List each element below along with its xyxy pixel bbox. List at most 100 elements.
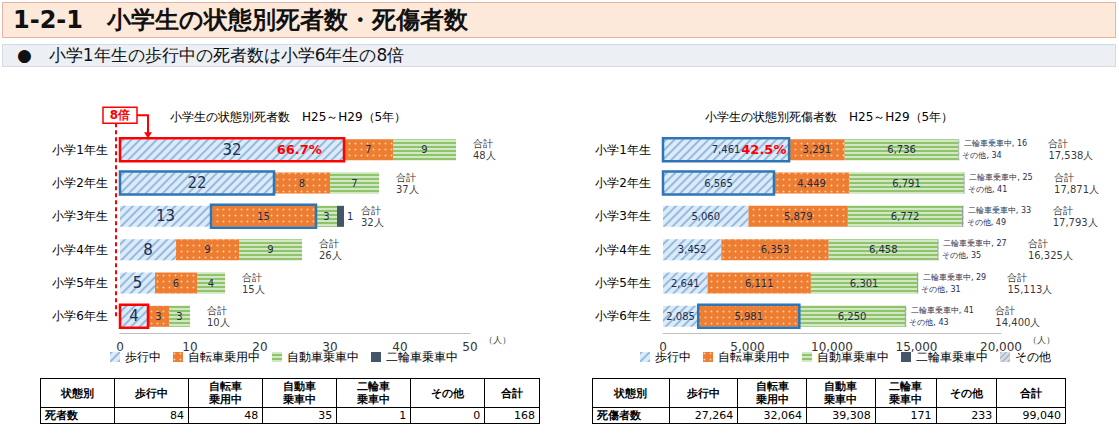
svg-text:歩行中: 歩行中 — [655, 350, 691, 364]
svg-text:小学4年生: 小学4年生 — [595, 243, 651, 257]
svg-text:（人）: （人） — [1028, 335, 1055, 345]
svg-text:5,981: 5,981 — [734, 311, 763, 322]
svg-text:合計: 合計 — [207, 305, 227, 316]
svg-text:9: 9 — [267, 244, 273, 255]
svg-text:7: 7 — [351, 178, 357, 189]
svg-text:15人: 15人 — [242, 284, 265, 295]
svg-text:6,458: 6,458 — [869, 244, 898, 255]
svg-text:17,538人: 17,538人 — [1048, 150, 1093, 161]
svg-text:3: 3 — [176, 311, 182, 322]
svg-text:8: 8 — [299, 178, 305, 189]
svg-text:4,449: 4,449 — [797, 178, 826, 189]
svg-text:32: 32 — [222, 141, 241, 159]
svg-text:小学5年生: 小学5年生 — [52, 276, 108, 290]
svg-text:二輪車乗車中, 27: 二輪車乗車中, 27 — [943, 239, 1006, 248]
svg-text:合計: 合計 — [319, 238, 339, 249]
svg-text:合計: 合計 — [361, 205, 381, 216]
svg-text:13: 13 — [156, 207, 175, 225]
svg-text:48人: 48人 — [473, 150, 496, 161]
svg-text:歩行中: 歩行中 — [125, 350, 161, 364]
svg-text:その他, 41: その他, 41 — [968, 185, 1007, 194]
svg-text:1: 1 — [347, 211, 353, 222]
svg-text:二輪車乗車中: 二輪車乗車中 — [386, 350, 458, 364]
svg-text:9: 9 — [204, 244, 210, 255]
svg-text:小学1年生: 小学1年生 — [52, 143, 108, 157]
svg-text:小学5年生: 小学5年生 — [595, 276, 651, 290]
svg-text:その他, 31: その他, 31 — [921, 285, 960, 294]
svg-text:小学1年生: 小学1年生 — [595, 143, 651, 157]
svg-text:9: 9 — [421, 144, 427, 155]
svg-text:合計: 合計 — [995, 305, 1015, 316]
svg-text:22: 22 — [187, 174, 206, 192]
svg-text:合計: 合計 — [242, 272, 262, 283]
svg-text:3,452: 3,452 — [678, 244, 707, 255]
svg-text:二輪車乗車中, 25: 二輪車乗車中, 25 — [969, 173, 1032, 182]
svg-text:小学3年生: 小学3年生 — [595, 209, 651, 223]
svg-text:8: 8 — [143, 241, 153, 259]
svg-text:14,400人: 14,400人 — [995, 317, 1040, 328]
svg-text:6,736: 6,736 — [887, 144, 916, 155]
svg-text:17,793人: 17,793人 — [1053, 217, 1098, 228]
svg-text:6,250: 6,250 — [838, 311, 867, 322]
svg-text:4: 4 — [208, 278, 214, 289]
svg-text:二輪車乗車中, 41: 二輪車乗車中, 41 — [911, 306, 974, 315]
svg-text:5,879: 5,879 — [784, 211, 813, 222]
svg-text:合計: 合計 — [1048, 138, 1068, 149]
svg-text:自転車乗用中: 自転車乗用中 — [718, 350, 790, 364]
svg-text:50: 50 — [462, 340, 477, 354]
svg-text:5: 5 — [133, 274, 143, 292]
svg-text:（人）: （人） — [484, 335, 511, 345]
svg-text:小学生の状態別死傷者数 H25～H29（5年）: 小学生の状態別死傷者数 H25～H29（5年） — [705, 110, 953, 124]
svg-text:15: 15 — [257, 211, 270, 222]
svg-text:6,353: 6,353 — [761, 244, 790, 255]
svg-text:その他, 49: その他, 49 — [967, 218, 1006, 227]
svg-text:6: 6 — [173, 278, 179, 289]
svg-text:32人: 32人 — [361, 217, 384, 228]
svg-text:合計: 合計 — [1007, 272, 1027, 283]
svg-text:二輪車乗車中: 二輪車乗車中 — [916, 350, 988, 364]
svg-text:0: 0 — [116, 340, 124, 354]
svg-text:37人: 37人 — [396, 184, 419, 195]
svg-text:66.7%: 66.7% — [277, 142, 322, 157]
svg-text:その他, 34: その他, 34 — [962, 151, 1001, 160]
svg-text:小学2年生: 小学2年生 — [595, 176, 651, 190]
svg-text:その他: その他 — [1015, 350, 1051, 364]
svg-text:二輪車乗車中, 33: 二輪車乗車中, 33 — [968, 206, 1031, 215]
svg-text:小学6年生: 小学6年生 — [52, 309, 108, 323]
svg-text:合計: 合計 — [1054, 172, 1074, 183]
svg-text:2,085: 2,085 — [666, 311, 695, 322]
svg-text:15,113人: 15,113人 — [1007, 284, 1052, 295]
svg-text:2,641: 2,641 — [671, 278, 700, 289]
svg-text:3,291: 3,291 — [803, 144, 832, 155]
svg-text:合計: 合計 — [1053, 205, 1073, 216]
svg-text:小学生の状態別死者数 H25～H29（5年）: 小学生の状態別死者数 H25～H29（5年） — [170, 110, 406, 124]
svg-text:合計: 合計 — [1028, 238, 1048, 249]
svg-text:自動車乗車中: 自動車乗車中 — [817, 350, 889, 364]
svg-text:3: 3 — [323, 211, 329, 222]
svg-text:8倍: 8倍 — [110, 108, 130, 122]
svg-text:二輪車乗車中, 29: 二輪車乗車中, 29 — [923, 273, 986, 282]
svg-text:6,111: 6,111 — [745, 278, 774, 289]
svg-text:7: 7 — [365, 144, 371, 155]
svg-text:17,871人: 17,871人 — [1054, 184, 1099, 195]
svg-text:小学4年生: 小学4年生 — [52, 243, 108, 257]
svg-text:合計: 合計 — [396, 172, 416, 183]
svg-text:小学6年生: 小学6年生 — [595, 309, 651, 323]
svg-text:6,301: 6,301 — [850, 278, 879, 289]
svg-text:7,461: 7,461 — [712, 144, 741, 155]
svg-text:二輪車乗車中, 16: 二輪車乗車中, 16 — [964, 139, 1027, 148]
svg-text:その他, 35: その他, 35 — [942, 251, 981, 260]
svg-text:6,791: 6,791 — [892, 178, 921, 189]
svg-text:6,565: 6,565 — [704, 178, 733, 189]
svg-text:自転車乗用中: 自転車乗用中 — [188, 350, 260, 364]
svg-text:その他, 43: その他, 43 — [909, 318, 948, 327]
svg-text:3: 3 — [155, 311, 161, 322]
svg-text:6,772: 6,772 — [891, 211, 920, 222]
svg-text:10人: 10人 — [207, 317, 230, 328]
svg-text:5,060: 5,060 — [691, 211, 720, 222]
svg-text:合計: 合計 — [473, 138, 493, 149]
svg-text:26人: 26人 — [319, 250, 342, 261]
svg-text:小学3年生: 小学3年生 — [52, 209, 108, 223]
svg-text:16,325人: 16,325人 — [1028, 250, 1073, 261]
svg-text:自動車乗車中: 自動車乗車中 — [287, 350, 359, 364]
